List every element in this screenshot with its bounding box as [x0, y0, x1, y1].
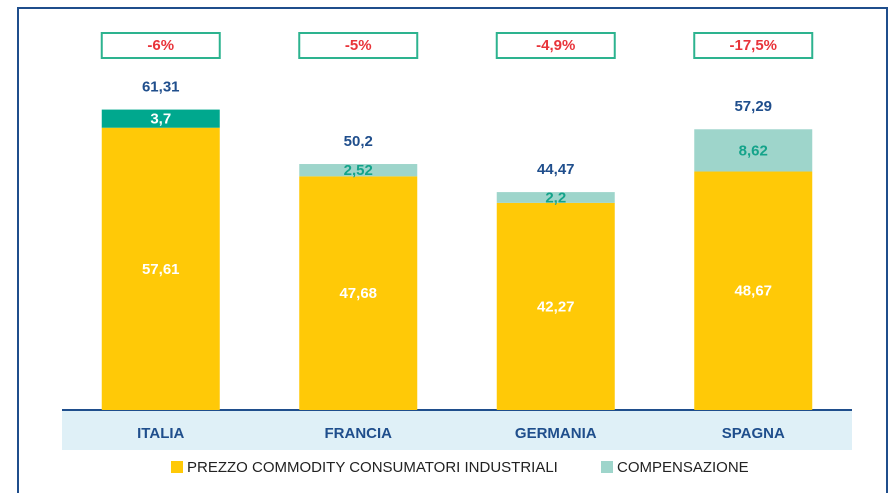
- value-label: 3,7: [150, 111, 171, 128]
- value-label: 2,52: [344, 162, 373, 179]
- annotation: -4,9%: [536, 37, 575, 54]
- bar-segment: [299, 176, 418, 410]
- bar-segment: [496, 192, 615, 203]
- value-label: 42,27: [537, 298, 575, 315]
- legend-swatch: [601, 461, 613, 473]
- legend-swatch: [171, 461, 183, 473]
- total-label: 44,47: [537, 161, 575, 178]
- legend-label: COMPENSAZIONE: [617, 459, 749, 476]
- total-label: 61,31: [142, 79, 180, 96]
- x-tick-label: SPAGNA: [722, 425, 785, 442]
- annotation-box: [495, 32, 616, 59]
- annotation-box: [100, 32, 221, 59]
- value-label: 57,61: [142, 261, 180, 278]
- bar-segment: [101, 109, 220, 128]
- legend-label: PREZZO COMMODITY CONSUMATORI INDUSTRIALI: [187, 459, 558, 476]
- bar-segment: [496, 202, 615, 410]
- annotation-box: [298, 32, 419, 59]
- total-label: 50,2: [344, 133, 373, 150]
- annotation: -5%: [345, 37, 372, 54]
- value-label: 8,62: [739, 142, 768, 159]
- bar-segment: [299, 164, 418, 177]
- x-tick-label: GERMANIA: [515, 425, 597, 442]
- value-label: 47,68: [339, 285, 377, 302]
- x-tick-label: ITALIA: [137, 425, 184, 442]
- bar-segment: [694, 129, 813, 172]
- x-tick-label: FRANCIA: [325, 425, 393, 442]
- value-label: 48,67: [734, 283, 772, 300]
- bar-segment: [694, 171, 813, 410]
- annotation: -17,5%: [729, 37, 777, 54]
- annotation: -6%: [147, 37, 174, 54]
- annotation-box: [693, 32, 814, 59]
- total-label: 57,29: [734, 98, 772, 115]
- bar-segment: [101, 127, 220, 410]
- value-label: 2,2: [545, 189, 566, 206]
- category-band: [62, 410, 852, 450]
